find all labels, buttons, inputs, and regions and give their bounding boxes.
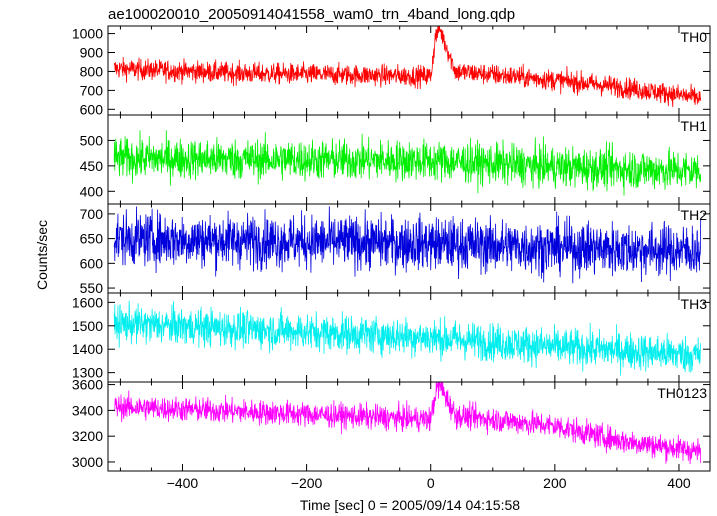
series-line-th0 — [113, 26, 702, 108]
y-tick-label: 400 — [80, 183, 104, 199]
y-tick-label: 600 — [80, 255, 104, 271]
panel-frame — [107, 381, 711, 472]
y-tick-label: 3600 — [72, 377, 103, 393]
x-tick-label: −400 — [167, 475, 199, 491]
y-axis-label: Counts/sec — [34, 220, 50, 290]
y-tick-label: 1300 — [72, 365, 103, 381]
chart-title: ae100020010_20050914041558_wam0_trn_4ban… — [108, 6, 515, 23]
series-line-th2 — [113, 206, 702, 284]
x-tick-label: 0 — [427, 475, 435, 491]
panel-th1: 400 450 500 TH1 — [80, 114, 711, 205]
x-axis-label: Time [sec] 0 = 2005/09/14 04:15:58 — [300, 497, 520, 513]
panel-th3: 1300 1400 1500 1600 TH3 — [72, 292, 711, 383]
series-label-th0123: TH0123 — [657, 385, 707, 401]
series-label-th2: TH2 — [681, 207, 708, 223]
y-tick-label: 650 — [80, 231, 104, 247]
y-tick-label: 1400 — [72, 341, 103, 357]
y-tick-label: 600 — [80, 101, 104, 117]
series-line-th0123 — [113, 382, 702, 465]
series-label-th3: TH3 — [681, 296, 708, 312]
y-tick-label: 3200 — [72, 428, 103, 444]
y-tick-label: 450 — [80, 158, 104, 174]
y-tick-label: 1000 — [72, 26, 103, 42]
y-tick-label: 3000 — [72, 454, 103, 470]
x-tick-label: −200 — [291, 475, 323, 491]
series-line-th3 — [113, 300, 702, 376]
y-tick-label: 900 — [80, 45, 104, 61]
x-tick-label: 400 — [667, 475, 691, 491]
series-label-th1: TH1 — [681, 118, 708, 134]
y-tick-label: 800 — [80, 63, 104, 79]
y-tick-label: 550 — [80, 280, 104, 296]
panel-th2: 550 600 650 700 TH2 — [80, 203, 711, 296]
panels-group: 600 700 800 900 1000 TH0 400 450 500 TH1 550 600 650… — [72, 25, 711, 491]
series-line-th1 — [113, 130, 702, 196]
y-tick-label: 700 — [80, 206, 104, 222]
series-label-th0: TH0 — [681, 29, 708, 45]
x-tick-label: 200 — [543, 475, 567, 491]
y-tick-label: 3400 — [72, 402, 103, 418]
y-tick-label: 1500 — [72, 318, 103, 334]
panel-th0123: 3000 3200 3400 3600 TH0123 — [72, 377, 711, 472]
y-tick-label: 1600 — [72, 294, 103, 310]
y-tick-label: 500 — [80, 132, 104, 148]
y-tick-label: 700 — [80, 82, 104, 98]
panel-th0: 600 700 800 900 1000 TH0 — [72, 25, 711, 117]
